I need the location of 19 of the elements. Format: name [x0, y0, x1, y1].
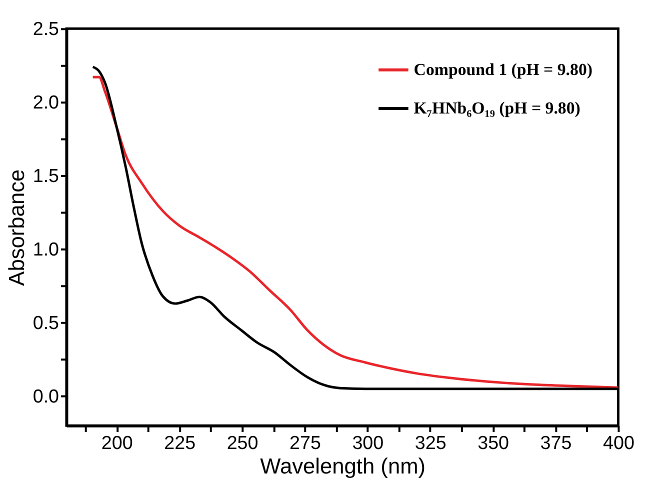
legend-label: K₇HNb₆O₁₉ (pH = 9.80) — [414, 98, 580, 118]
x-tick-label: 300 — [352, 432, 384, 453]
y-tick-label: 2.0 — [32, 92, 60, 113]
legend-label: Compound 1 (pH = 9.80) — [414, 60, 592, 79]
x-tick-label: 325 — [414, 432, 446, 453]
x-axis-title: Wavelength (nm) — [260, 454, 426, 479]
x-tick-label: 400 — [602, 432, 634, 453]
x-tick-label: 275 — [290, 432, 321, 453]
x-tick-label: 225 — [164, 432, 196, 453]
y-tick-label: 1.5 — [32, 165, 60, 186]
y-tick-label: 1.0 — [32, 238, 60, 260]
y-tick-label: 0.5 — [32, 312, 60, 334]
x-tick-label: 350 — [478, 432, 510, 453]
y-tick-label: 2.5 — [32, 18, 60, 40]
y-axis-title: Absorbance — [4, 169, 29, 286]
y-tick-label: 0.0 — [32, 386, 60, 407]
x-tick-label: 375 — [540, 432, 572, 453]
x-tick-label: 200 — [101, 432, 133, 453]
x-tick-label: 250 — [226, 432, 258, 453]
